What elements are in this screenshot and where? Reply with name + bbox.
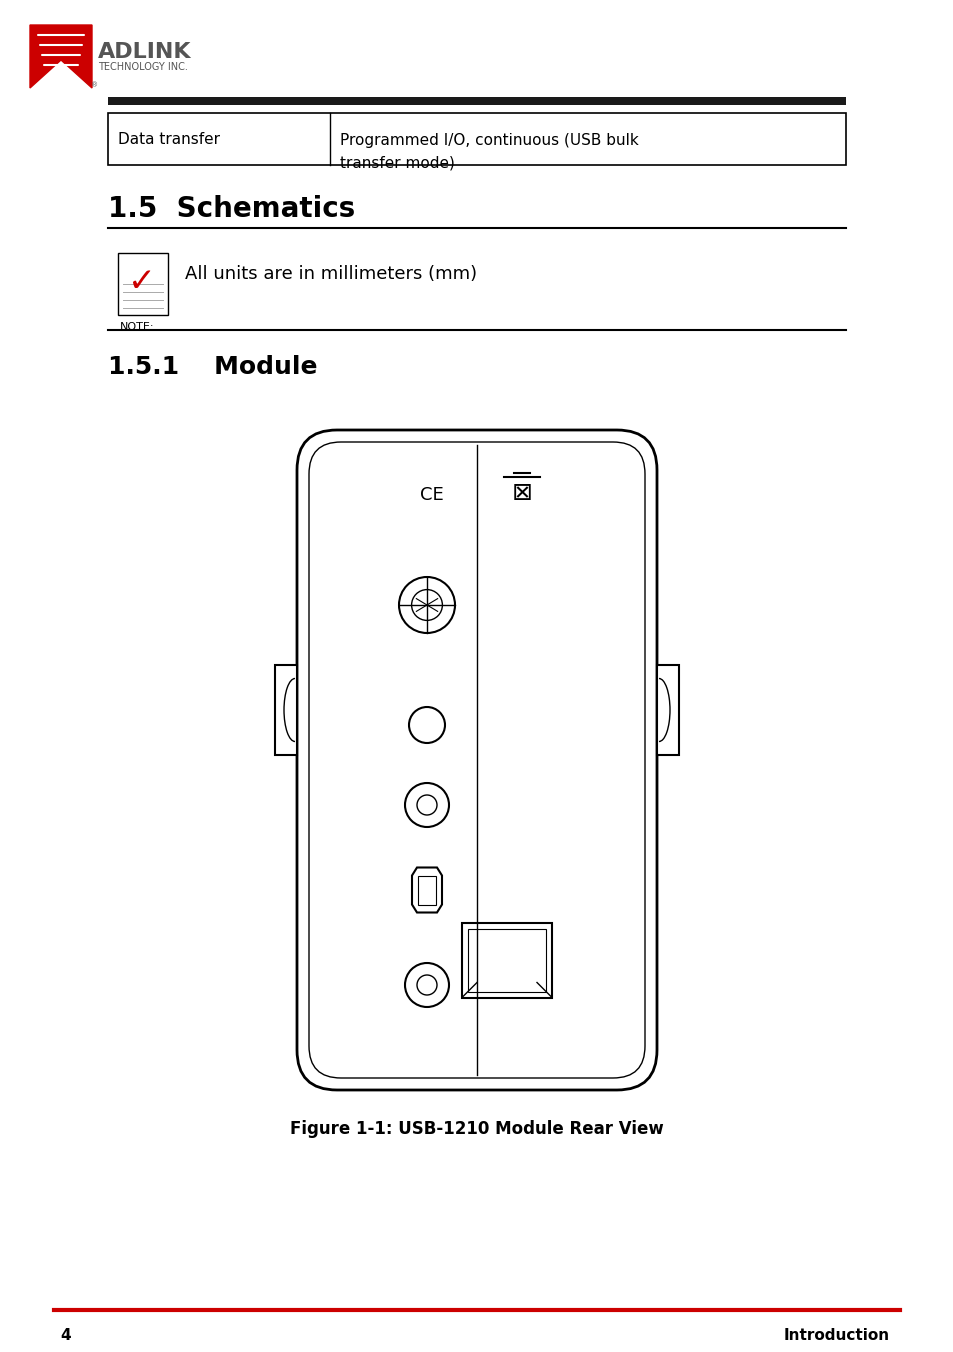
Circle shape [405,783,449,827]
Bar [657,665,679,754]
Circle shape [409,707,444,744]
Text: NOTE:: NOTE: [120,322,154,333]
Circle shape [405,963,449,1007]
FancyBboxPatch shape [296,430,657,1090]
Text: Introduction: Introduction [783,1328,889,1343]
Text: All units are in millimeters (mm): All units are in millimeters (mm) [185,265,476,283]
Text: Figure 1-1: USB-1210 Module Rear View: Figure 1-1: USB-1210 Module Rear View [290,1119,663,1138]
Text: CE: CE [419,485,443,504]
Circle shape [398,577,455,633]
Bar [108,97,845,105]
Text: ®: ® [91,82,98,88]
Text: transfer mode): transfer mode) [339,155,455,170]
Text: 1.5.1    Module: 1.5.1 Module [108,356,317,379]
Bar [417,876,436,904]
Polygon shape [412,868,441,913]
Text: 4: 4 [60,1328,71,1343]
Bar [468,929,545,991]
Text: Data transfer: Data transfer [118,131,220,146]
Text: Programmed I/O, continuous (USB bulk: Programmed I/O, continuous (USB bulk [339,132,639,147]
Text: ⊠: ⊠ [511,481,532,506]
Circle shape [416,795,436,815]
Circle shape [411,589,442,621]
Text: TECHNOLOGY INC.: TECHNOLOGY INC. [98,62,188,72]
Bar [118,253,168,315]
Bar [274,665,296,754]
Bar [461,922,552,998]
Circle shape [416,975,436,995]
FancyBboxPatch shape [309,442,644,1078]
Text: 1.5  Schematics: 1.5 Schematics [108,195,355,223]
Polygon shape [30,24,91,88]
Text: ADLINK: ADLINK [98,42,192,62]
Text: ✓: ✓ [128,265,156,299]
Bar [108,114,845,165]
